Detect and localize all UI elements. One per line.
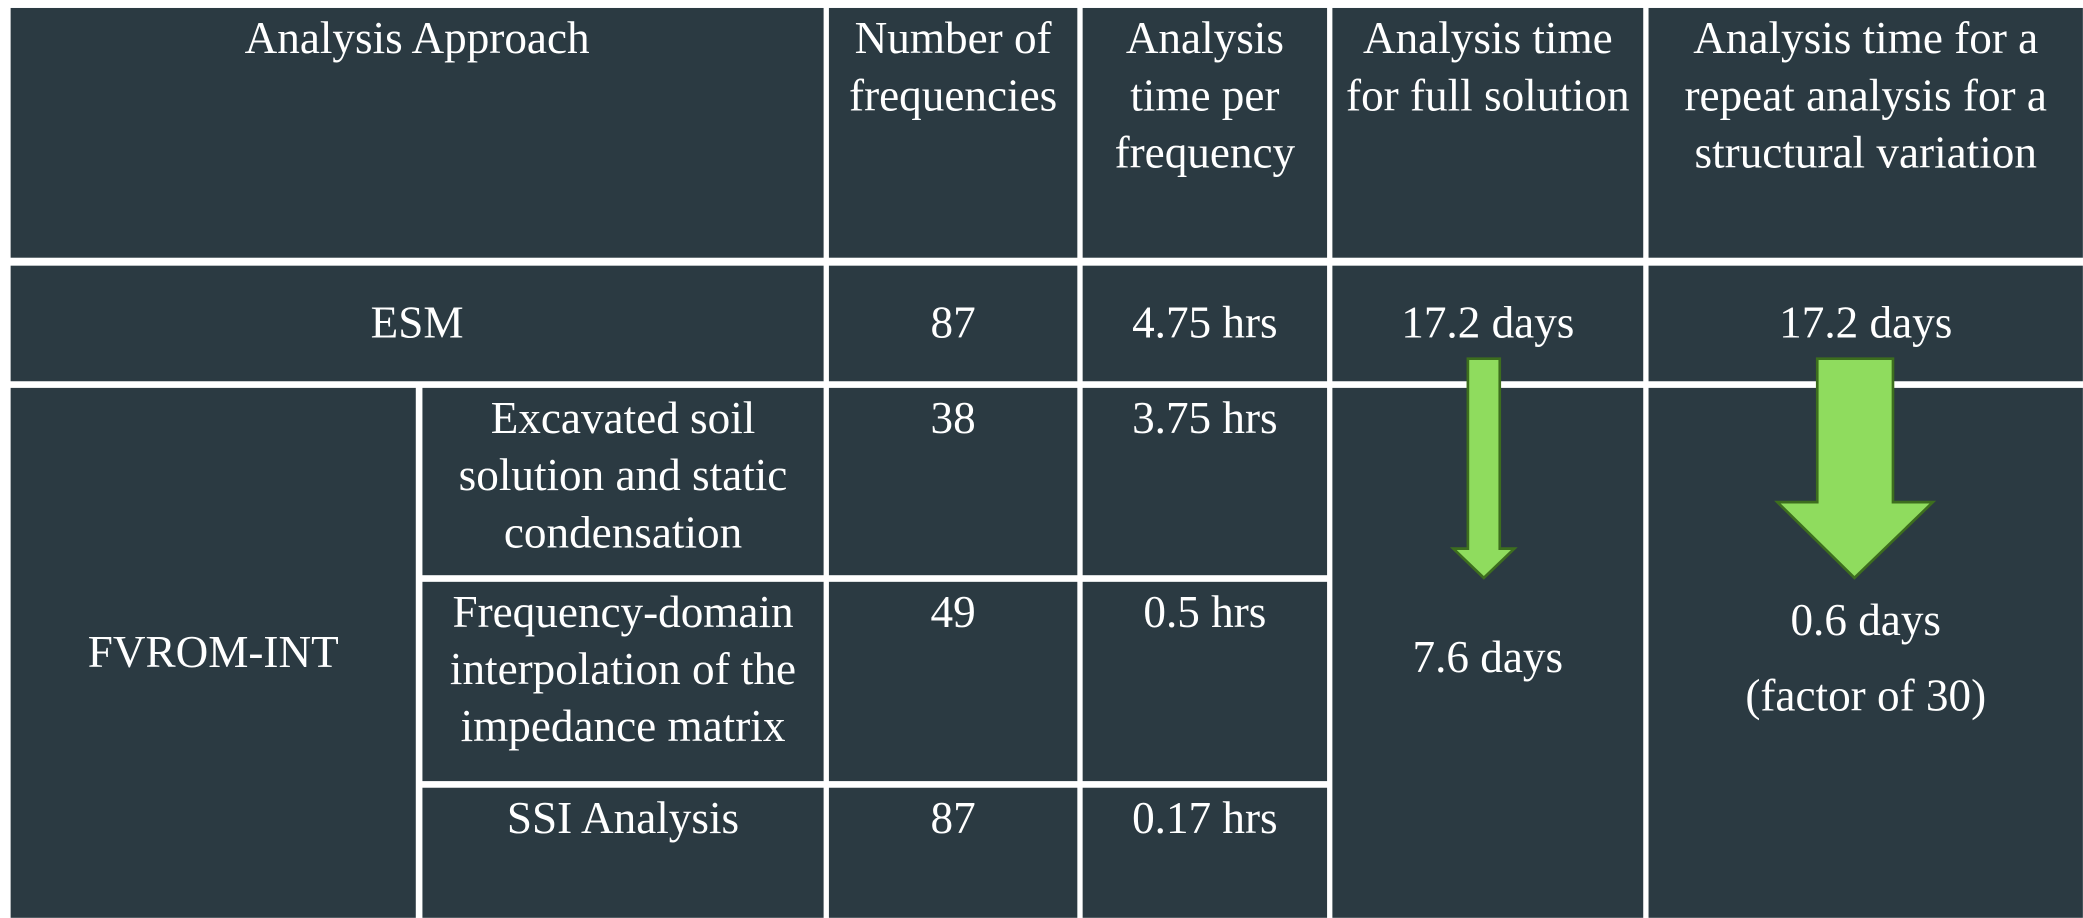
header-text: Analysis time per frequency bbox=[1114, 14, 1296, 179]
header-cell: Number of frequencies bbox=[828, 7, 1078, 258]
approach-cell: FVROM-INT bbox=[10, 387, 416, 918]
arrow bbox=[1449, 357, 1518, 580]
time-text: 0.17 hrs bbox=[1132, 794, 1278, 844]
repeat-cell: 0.6 days (factor of 30) bbox=[1648, 387, 2083, 918]
step-text: SSI Analysis bbox=[506, 794, 740, 844]
approach-cell: ESM bbox=[10, 265, 824, 382]
time-cell: 4.75 hrs bbox=[1082, 265, 1328, 382]
step-text: Excavated soil solution and static conde… bbox=[458, 394, 788, 558]
time-text: 4.75 hrs bbox=[1132, 298, 1278, 349]
frequencies-text: 87 bbox=[930, 794, 976, 844]
arrow bbox=[1774, 357, 1937, 580]
frequencies-cell: 49 bbox=[828, 581, 1078, 782]
header-cell: Analysis time for full solution bbox=[1332, 7, 1644, 258]
approach-text: FVROM-INT bbox=[87, 628, 339, 678]
repeat-text: 0.6 days bbox=[1790, 595, 1941, 645]
approach-text: ESM bbox=[370, 298, 464, 349]
frequencies-cell: 87 bbox=[828, 787, 1078, 918]
header-text: Analysis time for full solution bbox=[1346, 14, 1630, 121]
frequencies-text: 38 bbox=[930, 394, 976, 444]
time-text: 0.5 hrs bbox=[1143, 588, 1267, 638]
time-cell: 3.75 hrs bbox=[1082, 387, 1328, 576]
time-cell: 0.5 hrs bbox=[1082, 581, 1328, 782]
step-cell: SSI Analysis bbox=[422, 787, 824, 918]
header-cell: Analysis time per frequency bbox=[1082, 7, 1328, 258]
header-text: Analysis time for a repeat analysis for … bbox=[1684, 14, 2047, 179]
full-solution-cell: 17.2 days bbox=[1332, 265, 1644, 382]
step-text: Frequency-domain interpolation of the im… bbox=[449, 588, 797, 752]
frequencies-cell: 38 bbox=[828, 387, 1078, 576]
header-text: Analysis Approach bbox=[244, 14, 590, 64]
full-solution-text: 7.6 days bbox=[1412, 633, 1564, 683]
frequencies-text: 49 bbox=[930, 588, 976, 638]
step-cell: Excavated soil solution and static conde… bbox=[422, 387, 824, 576]
header-cell: Analysis time for a repeat analysis for … bbox=[1648, 7, 2083, 258]
header-text: Number of frequencies bbox=[849, 14, 1058, 121]
frequencies-cell: 87 bbox=[828, 265, 1078, 382]
repeat-note: (factor of 30) bbox=[1745, 671, 1987, 721]
header-cell: Analysis Approach bbox=[10, 7, 824, 258]
full-solution-text: 17.2 days bbox=[1401, 298, 1575, 349]
time-cell: 0.17 hrs bbox=[1082, 787, 1328, 918]
frequencies-text: 87 bbox=[930, 298, 976, 349]
repeat-text: 17.2 days bbox=[1779, 298, 1953, 349]
step-cell: Frequency-domain interpolation of the im… bbox=[422, 581, 824, 782]
time-text: 3.75 hrs bbox=[1132, 394, 1278, 444]
